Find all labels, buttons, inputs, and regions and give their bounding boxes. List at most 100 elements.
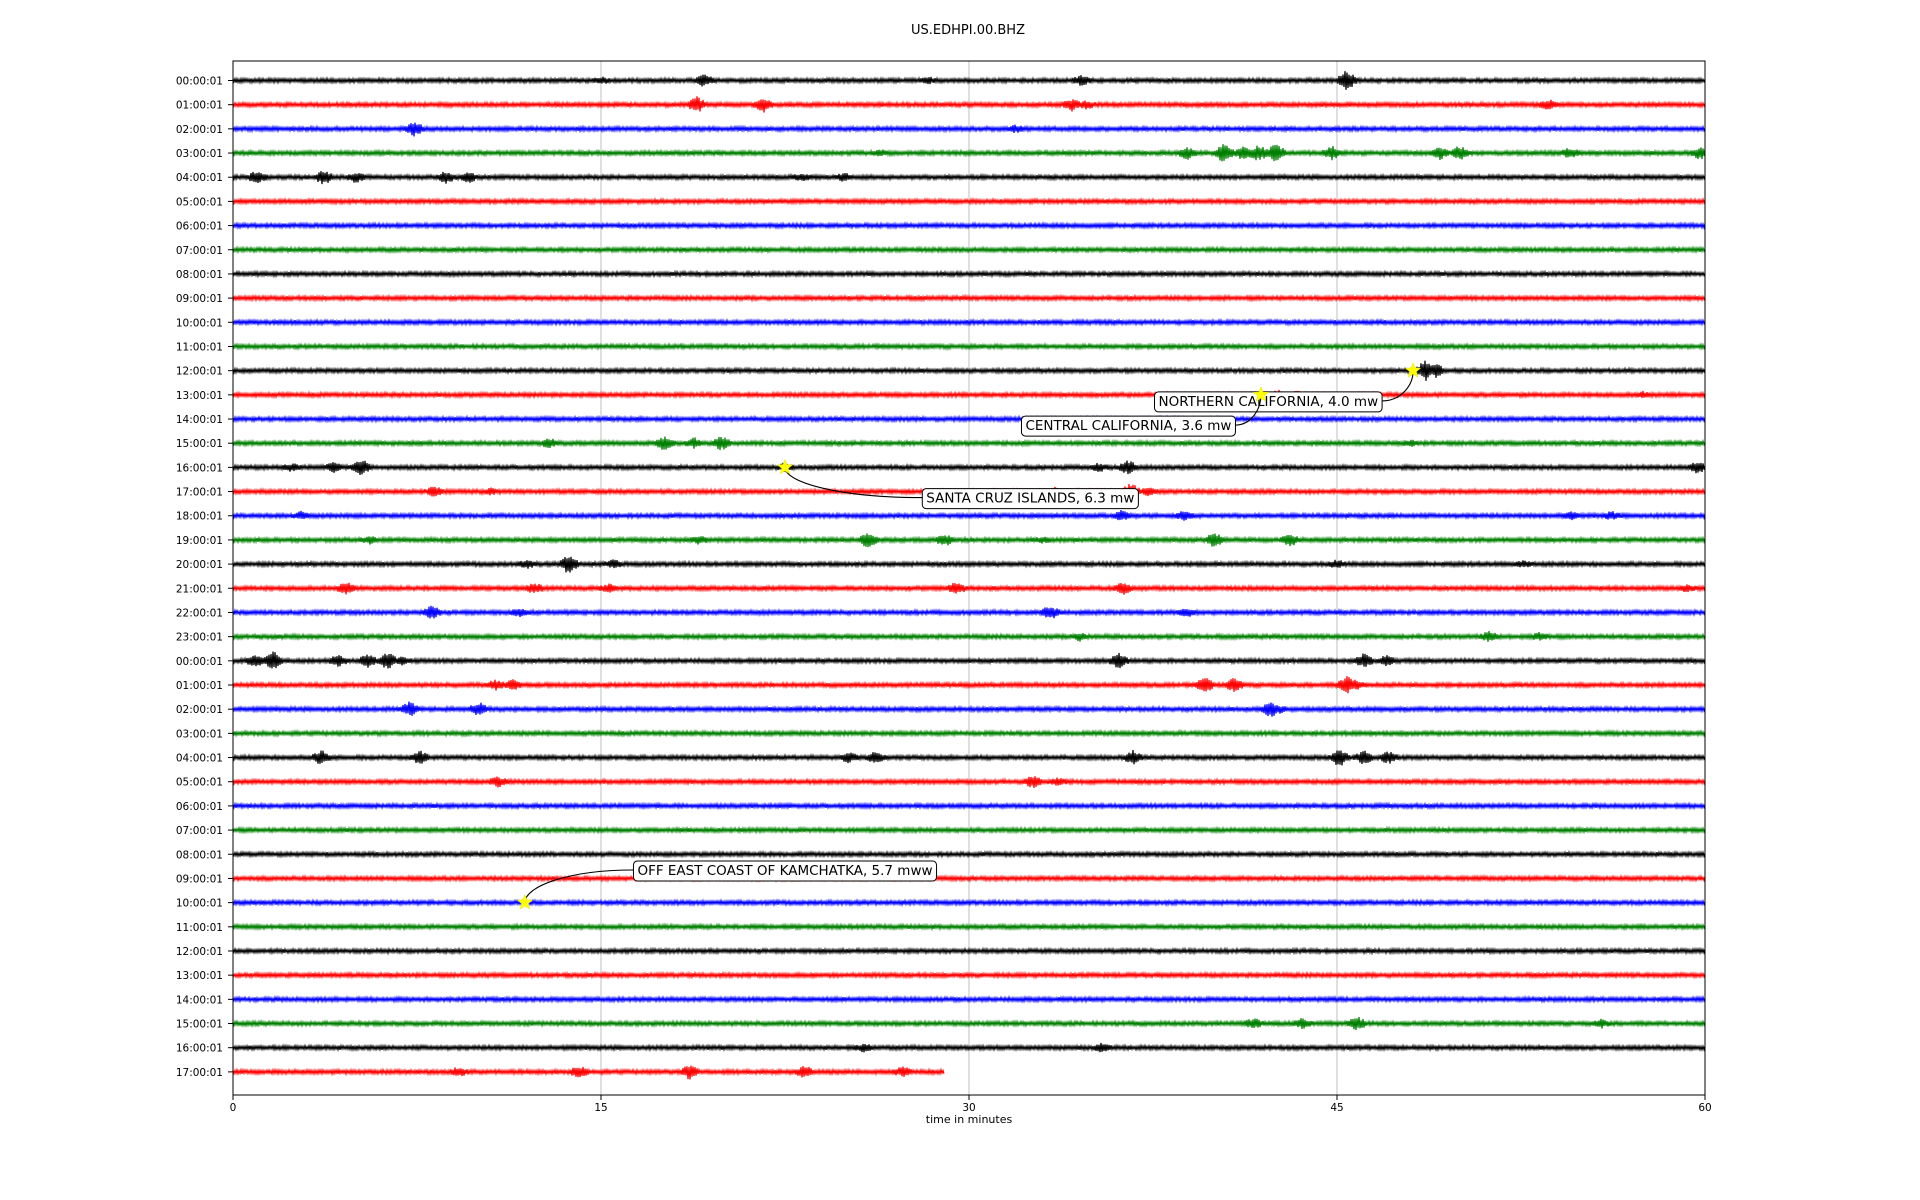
row-time-label: 01:00:01 <box>176 100 223 112</box>
row-time-label: 16:00:01 <box>176 1043 223 1055</box>
seismogram-trace <box>232 269 1706 279</box>
event-annotation: NORTHERN CALIFORNIA, 4.0 mw <box>1154 391 1383 413</box>
grid-lines <box>600 61 1338 1095</box>
seismogram-trace <box>232 509 1706 521</box>
row-time-label: 08:00:01 <box>176 269 223 281</box>
seismogram-trace <box>232 898 1706 908</box>
annotation-label: SANTA CRUZ ISLANDS, 6.3 mw <box>926 491 1134 507</box>
row-time-label: 12:00:01 <box>176 946 223 958</box>
event-annotation: SANTA CRUZ ISLANDS, 6.3 mw <box>921 488 1139 510</box>
row-time-label: 05:00:01 <box>176 196 223 208</box>
event-star-marker <box>1252 386 1270 402</box>
seismogram-trace <box>232 1042 1706 1053</box>
event-star-marker <box>776 458 794 475</box>
row-time-label: 22:00:01 <box>176 607 223 619</box>
x-tick-label: 30 <box>962 1102 975 1114</box>
seismogram-trace <box>232 922 1706 932</box>
seismogram-trace <box>232 221 1706 231</box>
annotation-box <box>1020 415 1236 437</box>
x-axis-label: time in minutes <box>926 1113 1013 1126</box>
seismogram-trace <box>232 293 1706 303</box>
row-time-label: 21:00:01 <box>176 583 223 595</box>
row-time-label: 00:00:01 <box>176 76 223 88</box>
row-time-label: 20:00:01 <box>176 559 223 571</box>
chart-title: US.EDHPI.00.BHZ <box>911 23 1025 38</box>
row-time-label: 10:00:01 <box>176 317 223 329</box>
seismogram-trace <box>232 946 1706 956</box>
seismogram-trace <box>232 994 1706 1004</box>
seismogram-trace <box>232 342 1706 351</box>
row-time-label: 05:00:01 <box>176 777 223 789</box>
x-tick-label: 45 <box>1330 1102 1343 1114</box>
annotation-label: NORTHERN CALIFORNIA, 4.0 mw <box>1159 394 1379 410</box>
seismogram-trace <box>232 389 1706 400</box>
event-annotations: NORTHERN CALIFORNIA, 4.0 mw CENTRAL CALIF… <box>516 362 1422 910</box>
seismogram-trace <box>232 556 1706 573</box>
row-time-label: 11:00:01 <box>176 922 223 934</box>
event-star-marker <box>1404 362 1422 378</box>
seismogram-trace <box>232 196 1706 206</box>
seismogram-trace <box>232 171 1706 185</box>
row-time-labels: 00:00:01 01:00:01 02:00:01 03:00:01 04:00:01… <box>176 76 233 1079</box>
annotation-connector <box>524 869 634 903</box>
row-time-label: 06:00:01 <box>176 801 223 813</box>
annotation-box <box>921 488 1139 510</box>
row-time-label: 18:00:01 <box>176 511 223 523</box>
seismogram-trace <box>232 651 1706 669</box>
seismogram-trace <box>232 605 1706 619</box>
row-time-label: 02:00:01 <box>176 124 223 136</box>
seismogram-trace <box>232 970 1706 980</box>
row-time-label: 23:00:01 <box>176 632 223 644</box>
seismogram-trace <box>232 245 1706 255</box>
seismogram-trace <box>232 71 1706 90</box>
row-time-label: 14:00:01 <box>176 994 223 1006</box>
seismogram-trace <box>232 801 1706 811</box>
seismogram-trace <box>232 1065 945 1080</box>
seismogram-trace <box>232 750 1706 766</box>
row-time-label: 13:00:01 <box>176 970 223 982</box>
row-time-label: 15:00:01 <box>176 438 223 450</box>
seismogram-trace <box>232 631 1706 642</box>
row-time-label: 07:00:01 <box>176 825 223 837</box>
row-time-label: 12:00:01 <box>176 366 223 378</box>
seismogram-trace <box>232 1017 1706 1031</box>
seismogram-trace <box>232 582 1706 595</box>
row-time-label: 09:00:01 <box>176 873 223 885</box>
x-axis-ticks: 0 15 30 45 60 <box>230 1095 1712 1114</box>
x-tick-label: 0 <box>230 1102 237 1114</box>
seismogram-trace <box>232 849 1706 859</box>
seismogram-trace <box>232 825 1706 835</box>
x-tick-label: 60 <box>1698 1102 1711 1114</box>
row-time-label: 03:00:01 <box>176 728 223 740</box>
seismogram-trace <box>232 676 1706 694</box>
row-time-label: 17:00:01 <box>176 487 223 499</box>
seismogram-trace <box>232 728 1706 738</box>
row-time-label: 16:00:01 <box>176 462 223 474</box>
annotation-box <box>1154 391 1383 413</box>
seismogram-trace <box>232 144 1706 162</box>
row-time-label: 13:00:01 <box>176 390 223 402</box>
seismogram-trace <box>232 317 1706 327</box>
seismogram-trace <box>232 873 1706 883</box>
seismogram-trace <box>232 701 1706 717</box>
row-time-label: 19:00:01 <box>176 535 223 547</box>
event-annotation: CENTRAL CALIFORNIA, 3.6 mw <box>1020 415 1236 437</box>
annotation-label: CENTRAL CALIFORNIA, 3.6 mw <box>1025 418 1231 434</box>
row-time-label: 14:00:01 <box>176 414 223 426</box>
row-time-label: 08:00:01 <box>176 849 223 861</box>
row-time-label: 03:00:01 <box>176 148 223 160</box>
event-annotation: OFF EAST COAST OF KAMCHATKA, 5.7 mww <box>632 860 938 882</box>
annotation-box <box>632 860 938 882</box>
row-time-label: 11:00:01 <box>176 341 223 353</box>
row-time-label: 06:00:01 <box>176 221 223 233</box>
row-time-label: 04:00:01 <box>176 753 223 765</box>
seismogram-trace <box>232 360 1706 381</box>
seismogram-trace <box>232 436 1706 451</box>
seismogram-trace <box>232 776 1706 788</box>
row-time-label: 09:00:01 <box>176 293 223 305</box>
annotation-label: OFF EAST COAST OF KAMCHATKA, 5.7 mww <box>637 863 932 879</box>
seismogram-trace <box>232 533 1706 548</box>
row-time-label: 02:00:01 <box>176 704 223 716</box>
row-time-label: 10:00:01 <box>176 898 223 910</box>
